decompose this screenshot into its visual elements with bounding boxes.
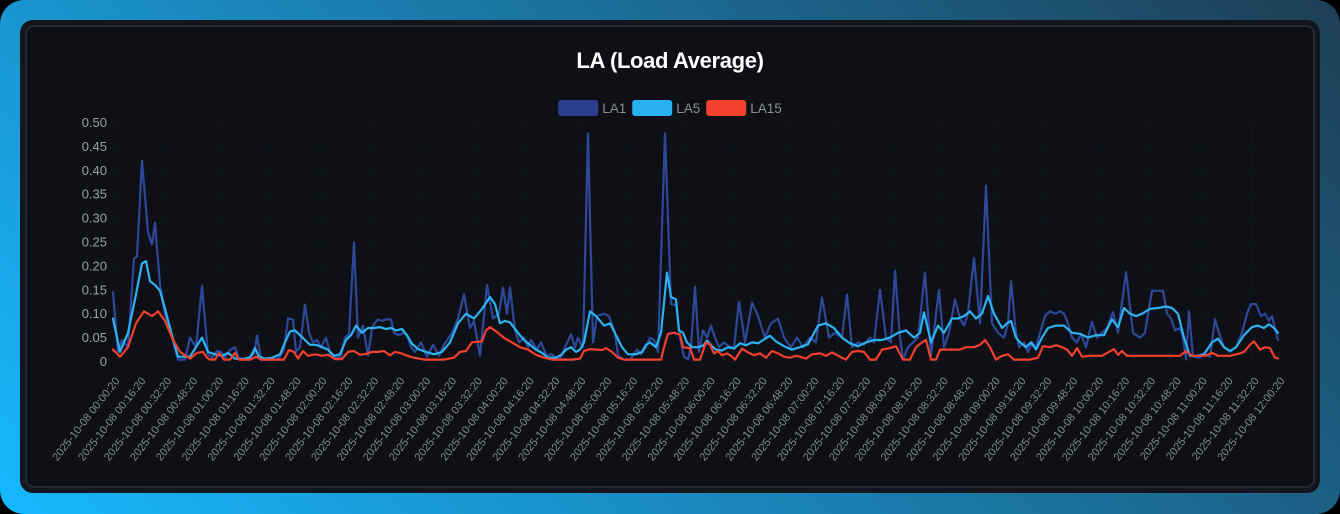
svg-text:0.35: 0.35 [82,187,107,202]
svg-text:0.15: 0.15 [82,282,107,297]
svg-text:0.25: 0.25 [82,235,107,250]
svg-text:0.40: 0.40 [82,163,107,178]
svg-text:0.10: 0.10 [82,306,107,321]
svg-text:0.30: 0.30 [82,211,107,226]
svg-text:0.45: 0.45 [82,139,107,154]
svg-text:0.05: 0.05 [82,330,107,345]
svg-text:0.20: 0.20 [82,258,107,273]
svg-text:0.50: 0.50 [82,115,107,130]
svg-text:0: 0 [100,354,107,369]
